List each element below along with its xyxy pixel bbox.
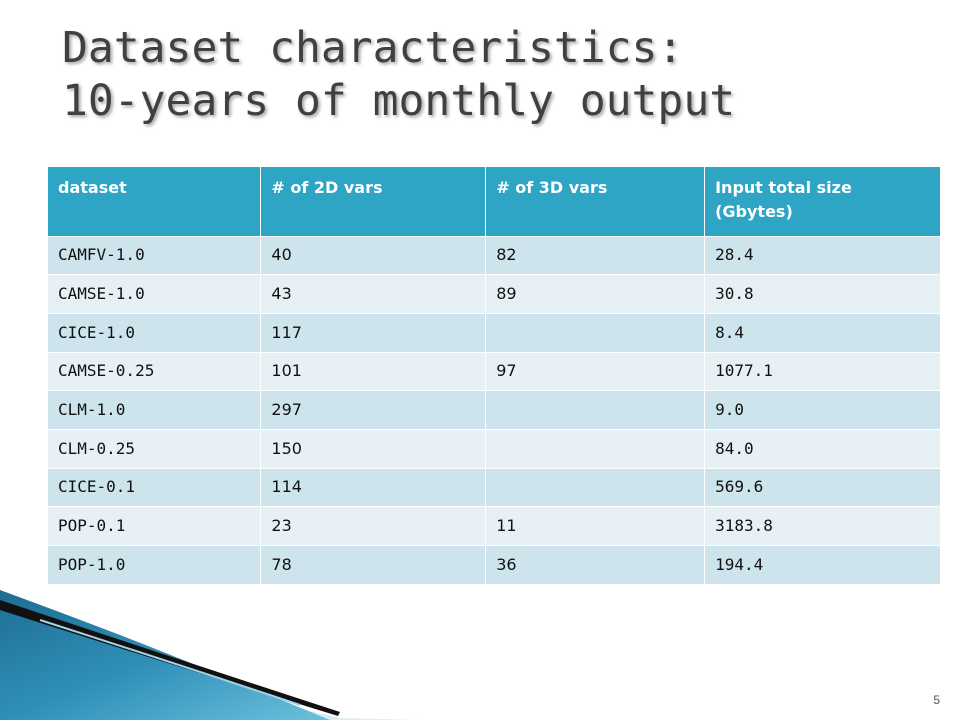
cell-3d-vars: 11 [485,506,706,546]
cell-input-size: 28.4 [704,235,941,275]
cell-dataset: CAMSE-1.0 [48,274,262,314]
cell-2d-vars: 78 [260,545,487,585]
cell-2d-vars: 23 [260,506,487,546]
dataset-table: dataset # of 2D vars # of 3D vars Input … [48,167,941,585]
cell-dataset: POP-1.0 [48,545,262,585]
cell-dataset: CAMSE-0.25 [48,351,262,391]
cell-3d-vars [485,467,706,507]
cell-3d-vars [485,312,706,353]
title-line-1: Dataset characteristics: [62,23,684,73]
cell-2d-vars: 150 [260,428,487,469]
cell-3d-vars [485,390,706,430]
header-2d-vars: # of 2D vars [260,167,487,236]
swoosh-dark-stroke [0,600,340,716]
table-row: CLM-0.25 150 84.0 [48,428,941,469]
cell-input-size: 8.4 [704,312,941,353]
table-row: POP-1.0 78 36 194.4 [48,545,941,585]
cell-2d-vars: 101 [260,351,487,391]
cell-2d-vars: 43 [260,274,487,314]
cell-3d-vars: 97 [485,351,706,391]
cell-dataset: CLM-0.25 [48,428,262,469]
cell-input-size: 3183.8 [704,506,941,546]
title-line-2: 10-years of monthly output [62,76,736,126]
cell-dataset: CAMFV-1.0 [48,235,262,275]
cell-2d-vars: 40 [260,235,487,275]
cell-3d-vars: 82 [485,235,706,275]
cell-3d-vars: 89 [485,274,706,314]
cell-input-size: 194.4 [704,545,941,585]
corner-swoosh-decoration [0,590,420,720]
table-row: CAMSE-1.0 43 89 30.8 [48,274,941,314]
page-number: 5 [933,693,940,707]
table-row: POP-0.1 23 11 3183.8 [48,506,941,546]
cell-2d-vars: 297 [260,390,487,430]
cell-3d-vars [485,428,706,469]
table-row: CICE-1.0 117 8.4 [48,312,941,353]
table-header-row: dataset # of 2D vars # of 3D vars Input … [48,167,941,236]
cell-input-size: 569.6 [704,467,941,507]
header-dataset: dataset [48,167,262,236]
cell-3d-vars: 36 [485,545,706,585]
table-row: CICE-0.1 114 569.6 [48,467,941,507]
table-row: CAMSE-0.25 101 97 1077.1 [48,351,941,391]
header-input-size: Input total size (Gbytes) [704,167,941,236]
cell-dataset: CICE-1.0 [48,312,262,353]
cell-dataset: CICE-0.1 [48,467,262,507]
cell-input-size: 9.0 [704,390,941,430]
cell-input-size: 84.0 [704,428,941,469]
table-row: CLM-1.0 297 9.0 [48,390,941,430]
table-row: CAMFV-1.0 40 82 28.4 [48,235,941,275]
cell-dataset: CLM-1.0 [48,390,262,430]
slide-title: Dataset characteristics: 10-years of mon… [62,22,922,128]
swoosh-light-stroke [39,619,301,706]
cell-2d-vars: 117 [260,312,487,353]
header-3d-vars: # of 3D vars [485,167,706,236]
cell-2d-vars: 114 [260,467,487,507]
cell-input-size: 1077.1 [704,351,941,391]
cell-dataset: POP-0.1 [48,506,262,546]
cell-input-size: 30.8 [704,274,941,314]
